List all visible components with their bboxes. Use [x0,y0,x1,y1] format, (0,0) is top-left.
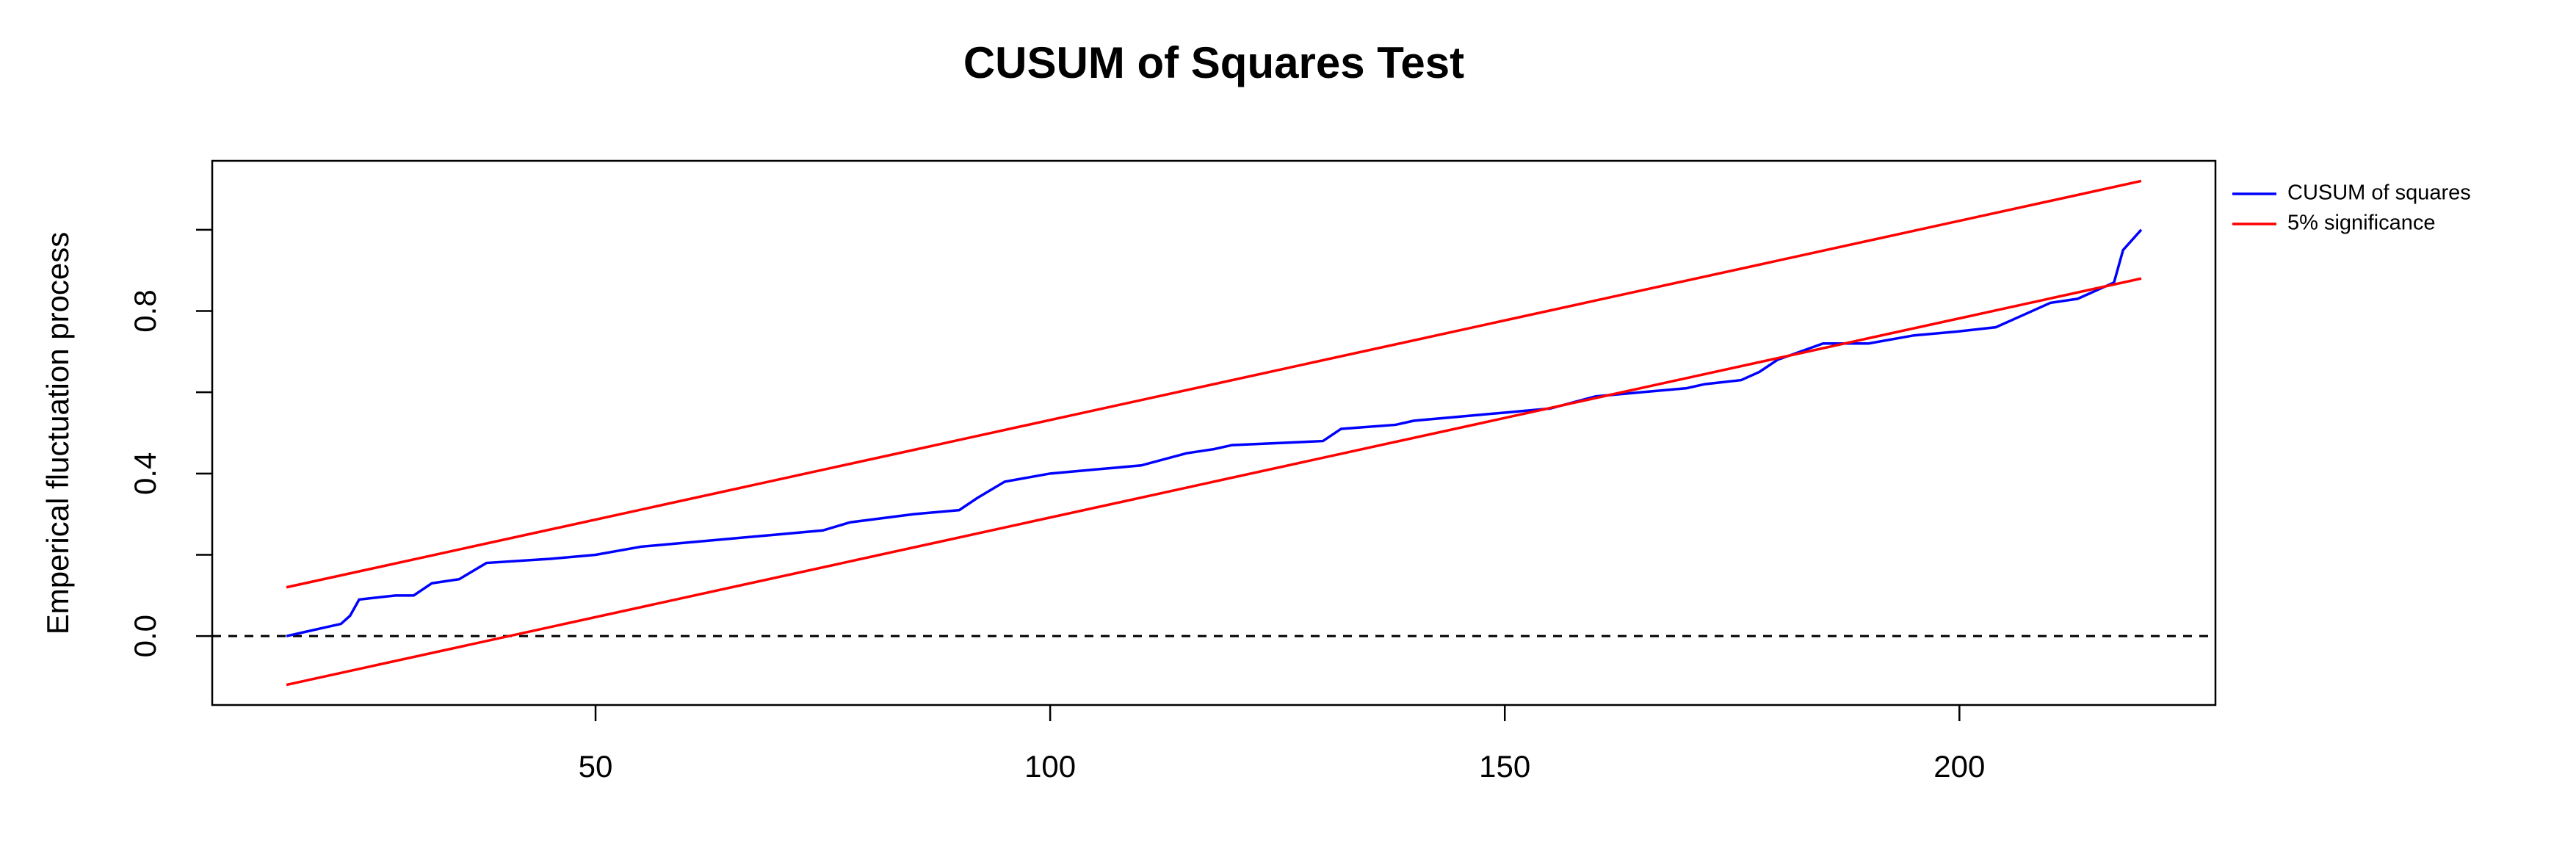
boundary-lower [286,277,2142,687]
chart-title: CUSUM of Squares Test [963,38,1464,87]
legend-label: CUSUM of squares [2287,181,2471,205]
y-tick-label: 0.4 [128,452,162,495]
x-tick-label: 50 [579,749,613,784]
x-tick-label: 200 [1933,749,1985,784]
plot-frame [211,159,2217,706]
boundary-upper [286,179,2142,589]
x-tick-label: 100 [1024,749,1076,784]
x-tick-label: 150 [1479,749,1530,784]
y-tick-label: 0.8 [128,289,162,332]
data-line [286,228,2143,637]
y-tick-label: 0.0 [128,615,162,657]
y-axis-label: Emperical fluctuation process [40,232,75,635]
legend-label: 5% significance [2287,212,2436,235]
